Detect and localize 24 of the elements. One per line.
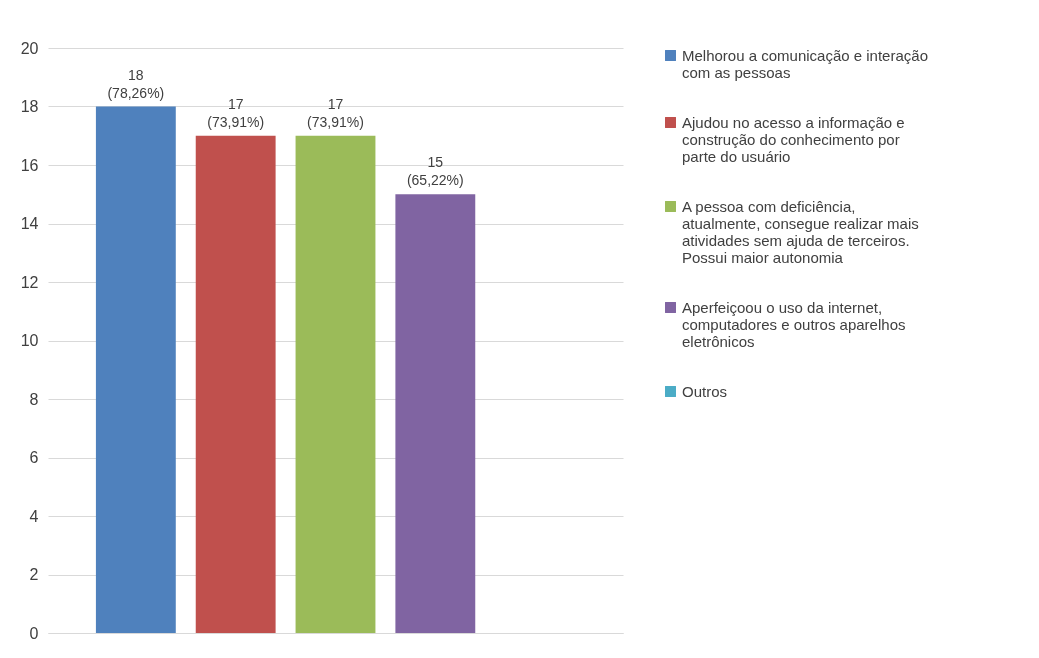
y-tick-label: 20: [20, 39, 39, 57]
legend-label: Melhorou a comunicação e interação com as pessoas: [682, 46, 928, 81]
bar: [95, 106, 176, 633]
data-label: 17 (73,91%): [307, 95, 364, 130]
y-tick-label: 6: [29, 449, 39, 466]
bar: [395, 194, 476, 633]
y-tick-label: 12: [20, 273, 39, 291]
y-tick-label: 8: [29, 390, 39, 408]
legend-label: A pessoa com deficiência, atualmente, consegue realizar mais atividades sem ajuda de terceiros. Possui maior autonomia: [682, 197, 919, 266]
data-label: 17 (73,91%): [207, 95, 265, 130]
legend-label: Ajudou no acesso a informação e construção do conhecimento por parte do usuário: [682, 113, 905, 165]
data-label: 15 (65,22%): [406, 154, 464, 189]
data-label: 18 (78,26%): [107, 66, 165, 101]
y-tick-label: 4: [29, 507, 39, 525]
legend-label: Outros: [682, 382, 728, 400]
bar: [295, 135, 376, 633]
y-tick-label: 14: [20, 215, 39, 232]
y-tick-label: 0: [29, 624, 39, 642]
y-tick-label: 18: [20, 98, 39, 115]
y-tick-label: 10: [20, 332, 39, 349]
y-tick-label: 2: [29, 566, 39, 583]
bar: [195, 135, 276, 633]
y-tick-label: 16: [20, 156, 39, 174]
legend-label: Aperfeiçoou o uso da internet, computadores e outros aparelhos eletrônicos: [682, 298, 906, 350]
